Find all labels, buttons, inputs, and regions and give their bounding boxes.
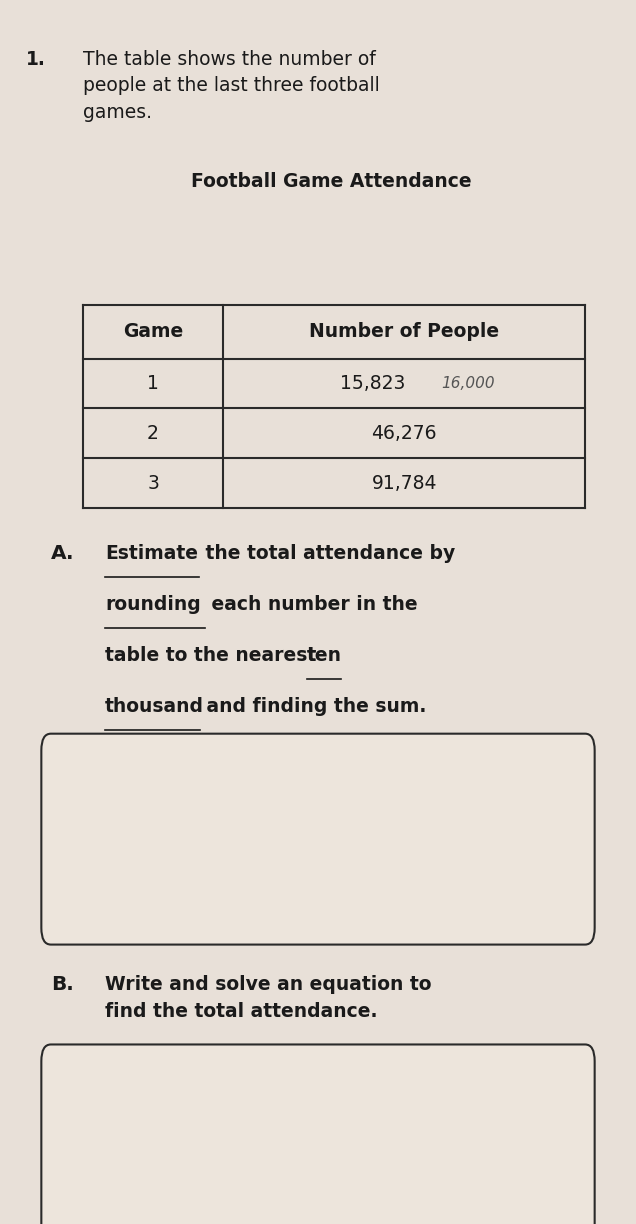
Text: The table shows the number of
people at the last three football
games.: The table shows the number of people at …	[83, 50, 380, 122]
Text: 46,276: 46,276	[371, 424, 437, 443]
Text: and finding the sum.: and finding the sum.	[200, 696, 427, 716]
FancyBboxPatch shape	[41, 1044, 595, 1224]
Text: rounding: rounding	[105, 595, 201, 614]
Text: the total attendance by: the total attendance by	[199, 543, 455, 563]
Text: Game: Game	[123, 322, 183, 341]
Text: A.: A.	[51, 543, 74, 563]
Text: Number of People: Number of People	[309, 322, 499, 341]
FancyBboxPatch shape	[41, 733, 595, 945]
Text: Estimate: Estimate	[105, 543, 198, 563]
Text: Write and solve an equation to
find the total attendance.: Write and solve an equation to find the …	[105, 974, 431, 1021]
Text: 16,000: 16,000	[441, 376, 495, 390]
Text: each number in the: each number in the	[205, 595, 418, 614]
Text: 3: 3	[147, 474, 159, 493]
Text: table to the nearest: table to the nearest	[105, 646, 322, 665]
Text: 1.: 1.	[25, 50, 45, 69]
Text: 15,823: 15,823	[340, 375, 405, 393]
Text: Football Game Attendance: Football Game Attendance	[191, 173, 471, 191]
Text: 91,784: 91,784	[371, 474, 437, 493]
Text: ten: ten	[307, 646, 342, 665]
Text: thousand: thousand	[105, 696, 204, 716]
Text: B.: B.	[51, 974, 74, 994]
Text: 2: 2	[147, 424, 159, 443]
Text: 1: 1	[147, 375, 159, 393]
